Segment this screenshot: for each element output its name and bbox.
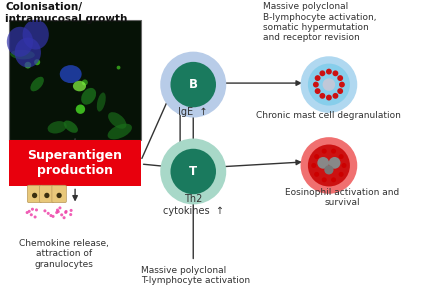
- Ellipse shape: [314, 88, 320, 94]
- FancyBboxPatch shape: [10, 140, 141, 186]
- Ellipse shape: [300, 137, 357, 194]
- FancyBboxPatch shape: [10, 20, 141, 140]
- Ellipse shape: [55, 211, 58, 214]
- Ellipse shape: [336, 75, 343, 81]
- Ellipse shape: [22, 20, 49, 50]
- Ellipse shape: [321, 177, 326, 182]
- Ellipse shape: [30, 77, 44, 91]
- Ellipse shape: [44, 193, 49, 198]
- Ellipse shape: [341, 163, 346, 168]
- Ellipse shape: [319, 70, 325, 76]
- Ellipse shape: [338, 172, 343, 177]
- Ellipse shape: [56, 209, 59, 212]
- FancyBboxPatch shape: [27, 185, 42, 203]
- Ellipse shape: [35, 208, 38, 212]
- Text: Superantigen
production: Superantigen production: [28, 149, 122, 177]
- Text: Massive polyclonal
B-lymphocyte activation,
somatic hypermutation
and receptor r: Massive polyclonal B-lymphocyte activati…: [263, 2, 376, 42]
- Ellipse shape: [107, 124, 132, 139]
- Ellipse shape: [58, 206, 61, 209]
- Ellipse shape: [34, 59, 40, 65]
- Ellipse shape: [117, 66, 120, 70]
- Text: Eosinophil activation and
survival: Eosinophil activation and survival: [284, 188, 398, 207]
- Ellipse shape: [311, 163, 316, 168]
- Ellipse shape: [51, 215, 54, 218]
- Ellipse shape: [81, 88, 96, 105]
- Ellipse shape: [317, 157, 328, 169]
- Ellipse shape: [73, 81, 86, 91]
- Ellipse shape: [338, 154, 343, 159]
- Ellipse shape: [60, 65, 81, 83]
- Ellipse shape: [25, 211, 28, 214]
- Ellipse shape: [325, 69, 331, 75]
- Ellipse shape: [319, 93, 325, 99]
- Text: Chemokine release,
attraction of
granulocytes: Chemokine release, attraction of granulo…: [19, 239, 109, 269]
- Ellipse shape: [70, 209, 73, 212]
- Ellipse shape: [97, 92, 106, 112]
- Ellipse shape: [332, 70, 338, 76]
- Ellipse shape: [314, 75, 320, 81]
- Ellipse shape: [160, 138, 226, 204]
- Ellipse shape: [300, 56, 357, 113]
- Ellipse shape: [170, 149, 215, 194]
- Ellipse shape: [338, 82, 344, 88]
- FancyBboxPatch shape: [39, 185, 54, 203]
- Ellipse shape: [314, 154, 318, 159]
- Ellipse shape: [49, 214, 53, 217]
- Ellipse shape: [330, 149, 336, 154]
- Ellipse shape: [64, 120, 78, 133]
- Ellipse shape: [314, 172, 318, 177]
- Ellipse shape: [28, 210, 31, 213]
- Ellipse shape: [10, 50, 35, 59]
- Ellipse shape: [160, 52, 226, 117]
- Ellipse shape: [170, 62, 215, 107]
- Ellipse shape: [57, 193, 62, 198]
- Ellipse shape: [307, 144, 349, 186]
- Ellipse shape: [64, 211, 67, 214]
- FancyBboxPatch shape: [52, 185, 66, 203]
- Text: T: T: [189, 165, 197, 178]
- Ellipse shape: [30, 213, 33, 216]
- Ellipse shape: [325, 95, 331, 101]
- Ellipse shape: [46, 212, 49, 215]
- Ellipse shape: [25, 62, 31, 69]
- Text: IgE  ↑: IgE ↑: [178, 107, 208, 117]
- Ellipse shape: [328, 157, 340, 169]
- Text: Colonisation/
intramucosal growth: Colonisation/ intramucosal growth: [5, 2, 127, 24]
- Ellipse shape: [64, 210, 67, 213]
- Ellipse shape: [43, 209, 46, 213]
- Ellipse shape: [7, 27, 33, 57]
- Ellipse shape: [47, 121, 67, 134]
- Ellipse shape: [108, 112, 126, 129]
- Ellipse shape: [330, 177, 336, 182]
- Ellipse shape: [322, 78, 335, 91]
- Text: Chronic mast cell degranulation: Chronic mast cell degranulation: [256, 111, 400, 120]
- Ellipse shape: [33, 216, 36, 219]
- Ellipse shape: [307, 64, 349, 106]
- Ellipse shape: [57, 210, 60, 213]
- Text: B: B: [188, 78, 197, 91]
- Ellipse shape: [336, 88, 343, 94]
- Ellipse shape: [321, 149, 326, 154]
- Ellipse shape: [69, 213, 72, 216]
- Ellipse shape: [324, 165, 333, 175]
- Ellipse shape: [60, 213, 63, 216]
- Ellipse shape: [332, 93, 338, 99]
- Ellipse shape: [312, 82, 318, 88]
- Ellipse shape: [14, 38, 41, 67]
- Ellipse shape: [31, 208, 34, 211]
- Ellipse shape: [32, 193, 37, 198]
- Text: Massive polyclonal
T-lymphocyte activation: Massive polyclonal T-lymphocyte activati…: [141, 266, 249, 285]
- Ellipse shape: [62, 216, 65, 219]
- Text: Th2
cytokines  ↑: Th2 cytokines ↑: [162, 194, 223, 216]
- Ellipse shape: [81, 79, 88, 85]
- Ellipse shape: [76, 104, 85, 114]
